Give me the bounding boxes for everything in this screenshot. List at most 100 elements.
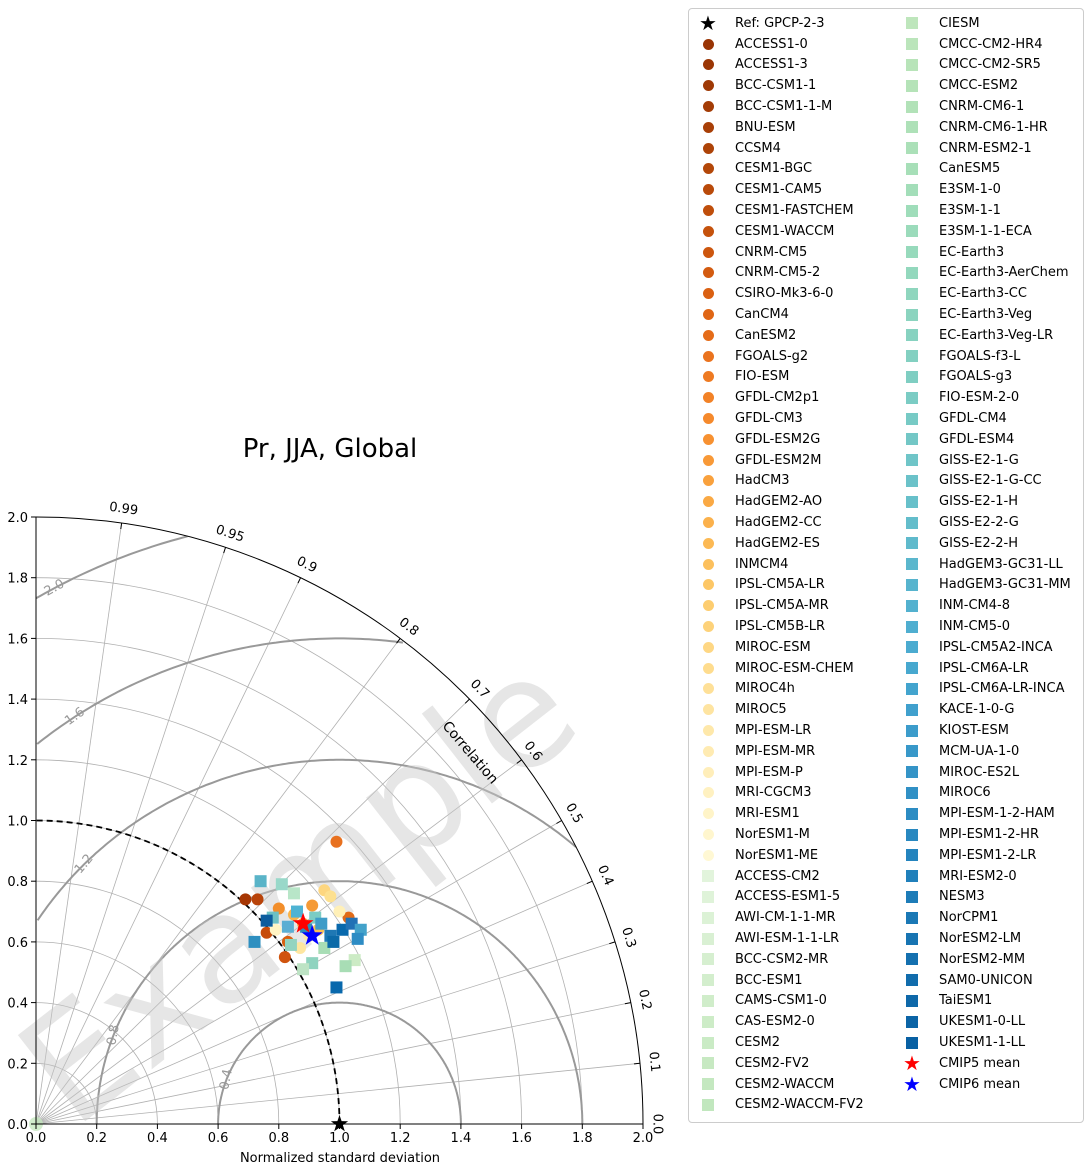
legend-item: FIO-ESM-2-0 — [895, 387, 1019, 408]
legend-item: MRI-ESM2-0 — [895, 866, 1017, 887]
legend-item: NorESM2-LM — [895, 928, 1021, 949]
circle-marker-icon — [691, 288, 725, 300]
legend-label: CESM1-WACCM — [735, 223, 835, 239]
circle-marker-icon — [691, 38, 725, 50]
circle-marker-icon — [691, 537, 725, 549]
legend-item: CNRM-CM6-1 — [895, 96, 1024, 117]
legend-label: GISS-E2-2-G — [939, 515, 1019, 531]
legend-label: MRI-CGCM3 — [735, 785, 812, 801]
cmip6-model-point — [248, 935, 261, 948]
legend-item: MIROC-ESM-CHEM — [691, 658, 854, 679]
legend-label: GFDL-ESM2G — [735, 431, 821, 447]
std-gridline — [35, 941, 219, 1125]
legend-item: ACCESS-ESM1-5 — [691, 887, 840, 908]
legend-label: HadGEM2-ES — [735, 535, 820, 551]
correlation-tick-label: 0.2 — [635, 988, 654, 1011]
cmip5-model-point — [294, 941, 307, 954]
legend-label: MIROC-ES2L — [939, 764, 1020, 780]
circle-marker-icon — [691, 517, 725, 529]
square-marker-icon — [895, 994, 929, 1007]
x-tick-label: 2.0 — [633, 1131, 654, 1146]
square-marker-icon — [895, 599, 929, 612]
y-tick-label: 0.8 — [7, 875, 28, 890]
legend-label: CMIP5 mean — [939, 1055, 1021, 1071]
square-marker-icon — [895, 433, 929, 446]
square-marker-icon — [691, 1015, 725, 1028]
cmip6-model-point — [260, 914, 273, 927]
square-marker-icon — [895, 558, 929, 571]
cmip6-model-point — [345, 917, 358, 930]
square-marker-icon — [895, 1036, 929, 1049]
legend-item: CMCC-CM2-HR4 — [895, 34, 1042, 55]
legend-label: MCM-UA-1-0 — [939, 743, 1020, 759]
cmip6-model-point — [336, 923, 349, 936]
legend-label: E3SM-1-0 — [939, 182, 1001, 198]
legend-item: GISS-E2-1-G-CC — [895, 471, 1042, 492]
legend-label: NESM3 — [939, 889, 985, 905]
legend-item: TaiESM1 — [895, 991, 992, 1012]
legend-item: AWI-CM-1-1-MR — [691, 907, 836, 928]
legend-item: CESM1-FASTCHEM — [691, 200, 854, 221]
legend-label: IPSL-CM5A2-INCA — [939, 639, 1053, 655]
x-axis-label: Normalized standard deviation — [240, 1151, 440, 1166]
legend-label: CAS-ESM2-0 — [735, 1014, 815, 1030]
circle-marker-icon — [691, 329, 725, 341]
legend-item: MPI-ESM-P — [691, 762, 803, 783]
circle-marker-icon — [691, 641, 725, 653]
legend-item: CNRM-ESM2-1 — [895, 138, 1032, 159]
legend-item: ★ CMIP5 mean — [895, 1053, 1020, 1074]
circle-marker-icon — [691, 267, 725, 279]
legend-label: HadGEM3-GC31-MM — [939, 577, 1071, 593]
cmip6-model-point — [275, 878, 288, 891]
legend-label: GISS-E2-1-H — [939, 494, 1019, 510]
legend-item: NorESM1-M — [691, 824, 810, 845]
legend-label: CESM2-FV2 — [735, 1055, 810, 1071]
legend-item: GISS-E2-1-H — [895, 491, 1018, 512]
cmip5-model-point — [269, 923, 282, 936]
legend-label: BCC-CSM1-1-M — [735, 99, 833, 115]
legend-item: MIROC4h — [691, 679, 795, 700]
cmip5-model-point — [324, 890, 337, 903]
legend-label: GFDL-CM3 — [735, 411, 803, 427]
legend-item: CESM1-CAM5 — [691, 179, 822, 200]
square-marker-icon — [895, 953, 929, 966]
circle-marker-icon — [691, 849, 725, 861]
legend-item: EC-Earth3-Veg — [895, 304, 1032, 325]
square-marker-icon — [691, 974, 725, 987]
cmip5-model-point — [251, 893, 264, 906]
legend-label: FIO-ESM — [735, 369, 790, 385]
cmip5-model-point — [239, 893, 252, 906]
square-marker-icon — [691, 994, 725, 1007]
legend-item: FGOALS-g3 — [895, 367, 1012, 388]
legend-label: IPSL-CM5A-MR — [735, 598, 829, 614]
legend-item: CSIRO-Mk3-6-0 — [691, 283, 833, 304]
square-marker-icon — [895, 724, 929, 737]
square-marker-icon — [895, 870, 929, 883]
correlation-tick-label: 0.1 — [645, 1051, 662, 1073]
rms-contour — [35, 535, 188, 600]
cmip6-model-point — [254, 875, 267, 888]
legend-item: EC-Earth3-AerChem — [895, 263, 1069, 284]
legend-item: GFDL-ESM4 — [895, 429, 1014, 450]
square-marker-icon — [691, 1057, 725, 1070]
star-icon: ★ — [903, 1051, 921, 1076]
x-tick-label: 1.4 — [451, 1131, 472, 1146]
circle-marker-icon — [691, 59, 725, 71]
legend-label: TaiESM1 — [939, 993, 993, 1009]
square-marker-icon — [895, 58, 929, 71]
circle-marker-icon — [691, 621, 725, 633]
std-gridline — [35, 698, 462, 1125]
outer-arc — [35, 516, 644, 1125]
square-marker-icon — [895, 641, 929, 654]
std-gridline — [35, 880, 280, 1125]
legend-label: NorCPM1 — [939, 910, 999, 926]
watermark: Example — [0, 621, 609, 1159]
legend-label: BCC-CSM2-MR — [735, 951, 829, 967]
legend-label: MPI-ESM-LR — [735, 723, 812, 739]
rms-contour-label: 1.6 — [62, 705, 88, 729]
legend-item: ACCESS1-3 — [691, 55, 808, 76]
legend-item: GFDL-ESM2M — [691, 450, 821, 471]
legend-item: INM-CM5-0 — [895, 616, 1010, 637]
legend-label: CESM2 — [735, 1035, 781, 1051]
